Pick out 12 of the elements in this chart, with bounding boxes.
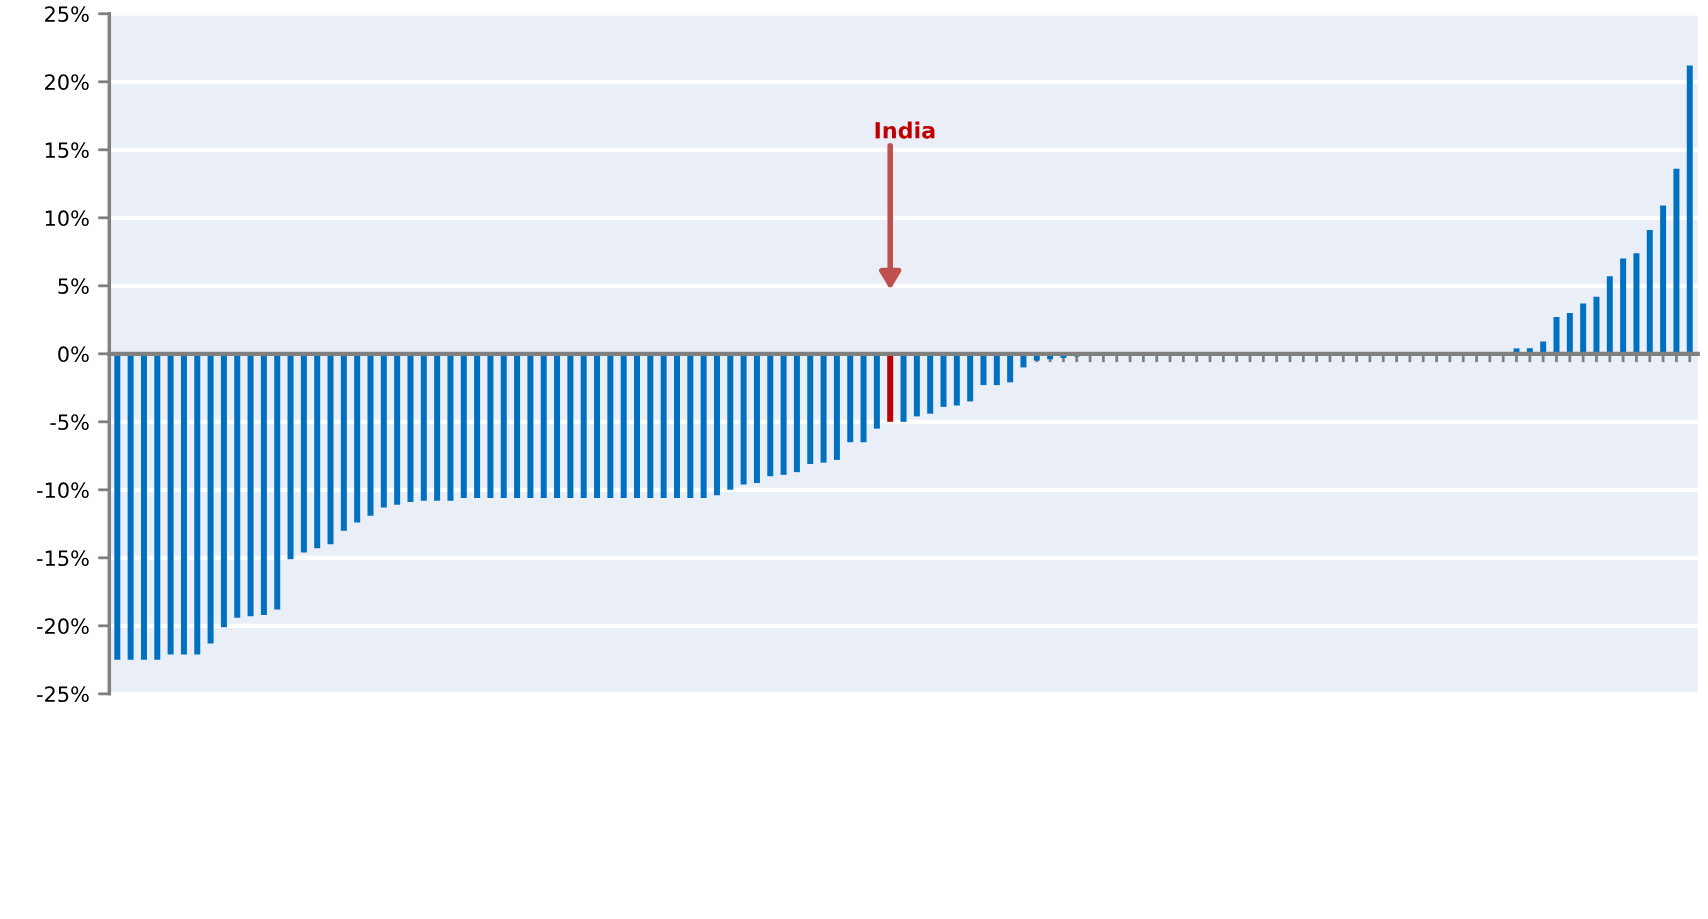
y-tick-label: 25% (45, 6, 89, 22)
y-tick-label: -5% (50, 414, 89, 431)
y-tick-label: -20% (37, 618, 89, 635)
y-tick-label: -25% (37, 686, 89, 703)
y-tick-label: 15% (45, 142, 89, 159)
annotation: India (875, 121, 935, 139)
y-tick-label: 20% (45, 74, 89, 90)
y-tick-label: -15% (37, 550, 89, 567)
y-tick-label: 5% (58, 278, 89, 295)
y-tick-label: 0% (58, 346, 89, 363)
y-tick-label: 10% (45, 210, 89, 227)
y-tick-label: -10% (37, 482, 89, 499)
